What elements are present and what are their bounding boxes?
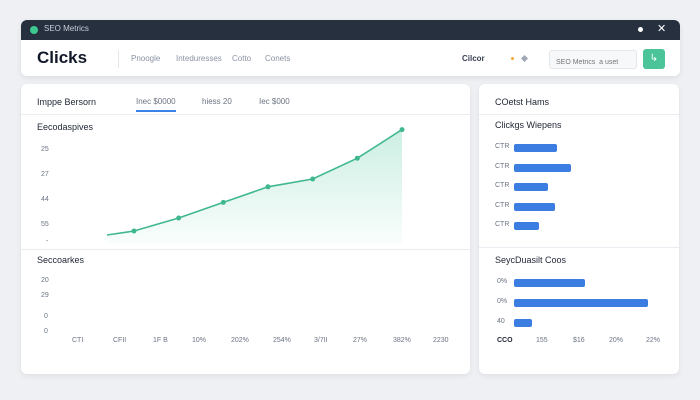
indicator-dot-icon <box>511 57 514 60</box>
bar[interactable] <box>514 222 539 230</box>
area-fill <box>107 129 402 244</box>
nav-tab[interactable]: Pnoogle <box>131 54 161 63</box>
diamond-icon[interactable] <box>520 54 529 63</box>
card-tab[interactable]: Iec $000 <box>259 97 290 106</box>
nav-tab[interactable]: Conets <box>265 54 291 63</box>
clicks-area-chart <box>106 127 405 244</box>
divider <box>21 114 470 115</box>
bar[interactable] <box>514 202 555 211</box>
y-tick: 55 <box>41 221 49 228</box>
section-title: Seccoarkes <box>37 255 85 265</box>
x-label: 202% <box>231 337 249 344</box>
active-tab-indicator <box>136 110 176 112</box>
y-tick: 20 <box>41 277 49 284</box>
search-box[interactable] <box>549 50 637 71</box>
card-title: Imppe Bersorn <box>37 97 97 107</box>
bar-label: 0% <box>497 278 508 285</box>
y-tick: 25 <box>41 146 49 153</box>
arrow-icon: ↳ <box>649 53 659 64</box>
metric-selector[interactable]: Cilcor <box>462 54 485 63</box>
bar-label: CTR <box>495 143 510 150</box>
x-label: 254% <box>273 337 291 344</box>
divider <box>21 249 470 250</box>
x-label: CCO <box>497 337 513 344</box>
data-point[interactable] <box>399 127 405 133</box>
app-icon <box>30 26 38 34</box>
x-label: 27% <box>353 337 368 344</box>
bar-label: 40 <box>497 318 505 325</box>
bar-label: CTR <box>495 182 510 189</box>
data-point[interactable] <box>354 155 360 161</box>
nav-tab[interactable]: Inteduresses <box>176 54 222 63</box>
nav-tab[interactable]: Cotto <box>232 54 252 63</box>
x-label: 382% <box>393 337 411 344</box>
bar[interactable] <box>514 279 586 287</box>
search-input[interactable] <box>550 54 636 71</box>
card-title: COetst Hams <box>495 97 550 107</box>
y-tick: 29 <box>41 292 49 299</box>
bar[interactable] <box>514 163 571 172</box>
bar[interactable] <box>514 183 549 191</box>
x-label: 3/7II <box>314 337 328 344</box>
data-point[interactable] <box>220 199 226 205</box>
performance-card: Imppe Bersorn Inec $0000 hiess 20 Iec $0… <box>21 84 470 374</box>
series-line <box>106 128 403 236</box>
x-label: 1F B <box>153 337 168 344</box>
app-window: SEO Metrics ✕ Clicks Pnoogle Inteduresse… <box>21 20 680 76</box>
bar-label: CTR <box>495 201 510 209</box>
ctr-card: COetst Hams Clickgs Wiepens CTR CTR CTR CTR… <box>479 84 679 374</box>
close-icon[interactable]: ✕ <box>657 23 667 35</box>
bar-label: 0% <box>497 298 508 305</box>
chart-title: Eecodaspives <box>37 122 94 132</box>
bar[interactable] <box>514 319 533 327</box>
divider <box>479 247 679 248</box>
status-dot-icon <box>638 27 643 32</box>
x-label: $16 <box>573 337 585 344</box>
x-label: CTI <box>72 337 84 344</box>
divider <box>479 114 679 115</box>
bar[interactable] <box>514 144 557 152</box>
section-title: SeycDuasilt Coos <box>495 255 567 265</box>
x-label: 10% <box>192 337 207 344</box>
card-tab[interactable]: hiess 20 <box>202 97 232 106</box>
data-point[interactable] <box>176 215 182 221</box>
y-tick: - <box>46 238 49 245</box>
bar-label: CTR <box>495 221 510 228</box>
data-point[interactable] <box>265 184 271 190</box>
data-point[interactable] <box>310 176 316 182</box>
y-tick: 27 <box>41 171 49 178</box>
y-tick: 0 <box>44 328 48 335</box>
y-tick: 0 <box>44 313 48 320</box>
bar[interactable] <box>514 299 649 307</box>
x-label: 155 <box>536 337 548 344</box>
x-label: CFII <box>113 337 127 344</box>
window-title: SEO Metrics <box>44 24 89 33</box>
x-label: 2230 <box>433 337 449 344</box>
data-point[interactable] <box>131 228 137 234</box>
page-title: Clicks <box>37 48 88 67</box>
x-label: 22% <box>646 337 661 344</box>
title-bar: SEO Metrics ✕ <box>21 20 680 40</box>
bar-label: CTR <box>495 162 510 170</box>
x-label: 20% <box>609 337 624 344</box>
card-tab[interactable]: Inec $0000 <box>136 97 176 106</box>
nav-divider <box>118 50 119 68</box>
go-button[interactable]: ↳ <box>643 49 665 69</box>
y-tick: 44 <box>41 196 49 203</box>
section-title: Clickgs Wiepens <box>495 120 562 130</box>
